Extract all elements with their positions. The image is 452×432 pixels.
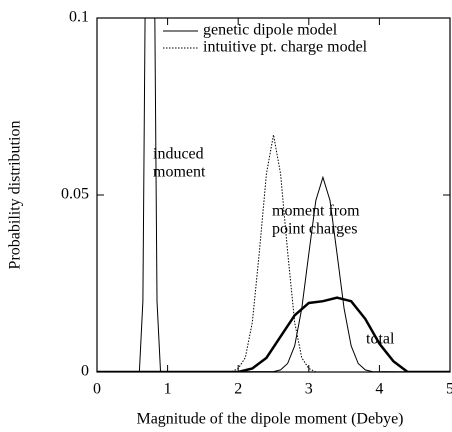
annotation: point charges	[272, 221, 357, 238]
line	[97, 134, 450, 372]
x-tick-label: 3	[305, 381, 313, 398]
y-tick-label: 0.05	[61, 186, 89, 203]
x-tick-label: 1	[164, 381, 172, 398]
plot-area	[97, 18, 450, 372]
y-axis-label: Probability distribution	[7, 121, 24, 270]
legend-label: genetic dipole model	[203, 22, 338, 39]
x-tick-label: 5	[446, 381, 452, 398]
y-tick-label: 0	[81, 363, 89, 380]
line	[97, 18, 450, 372]
x-tick-label: 4	[375, 381, 383, 398]
annotation: total	[366, 331, 395, 348]
annotation: moment from	[272, 203, 360, 220]
y-tick-label: 0.1	[69, 9, 89, 26]
x-tick-label: 0	[93, 381, 101, 398]
plot-frame	[96, 17, 451, 373]
x-tick-label: 2	[234, 381, 242, 398]
annotation: induced	[153, 146, 204, 163]
x-axis-label: Magnitude of the dipole moment (Debye)	[136, 411, 403, 428]
annotation: moment	[153, 164, 206, 181]
line	[97, 175, 450, 372]
legend-label: intuitive pt. charge model	[203, 39, 368, 56]
line	[97, 296, 450, 372]
